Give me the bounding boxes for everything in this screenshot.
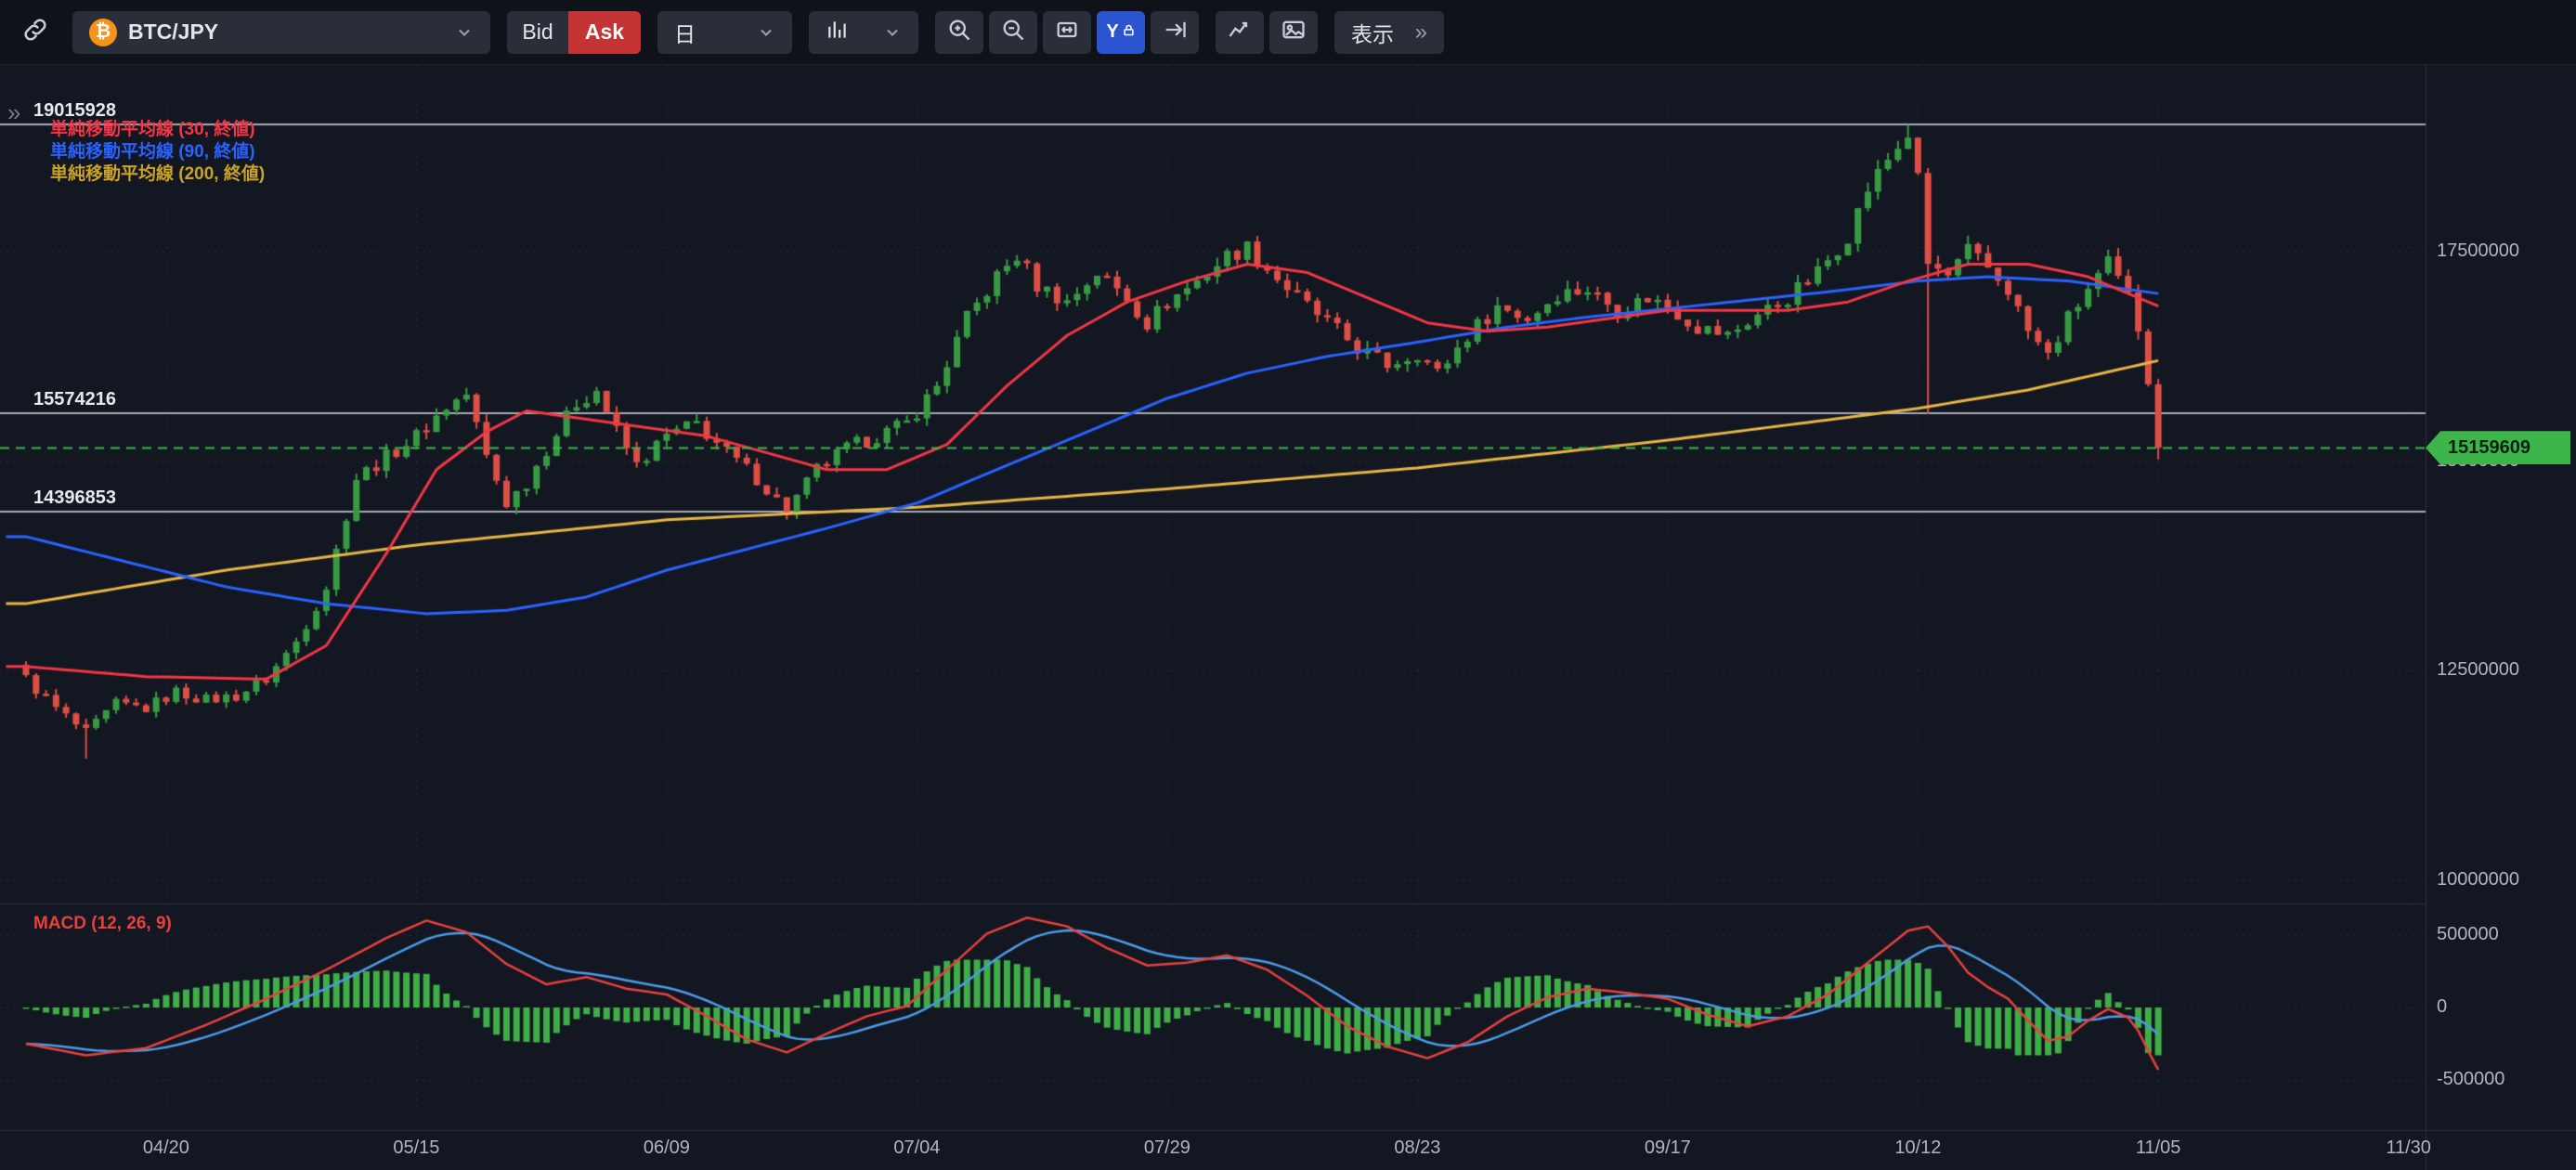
- snapshot-button[interactable]: [1269, 11, 1318, 54]
- time-tick-label: 09/17: [1626, 1138, 1710, 1159]
- time-tick-label: 07/04: [875, 1138, 958, 1159]
- time-tick-label: 05/15: [374, 1138, 458, 1159]
- time-tick-label: 11/05: [2116, 1138, 2200, 1159]
- candlestick-bars-icon: [826, 18, 850, 47]
- fit-width-icon: [1054, 17, 1080, 47]
- zoom-out-icon: [1000, 17, 1026, 47]
- price-tick-label: 17500000: [2437, 240, 2519, 262]
- macd-tick-label: 500000: [2437, 924, 2499, 945]
- zoom-in-button[interactable]: [935, 11, 983, 54]
- double-chevron-icon: »: [1415, 21, 1427, 44]
- current-price-tag: 15159609: [2426, 431, 2570, 464]
- price-level-label: 15574216: [33, 389, 116, 410]
- bid-button[interactable]: Bid: [507, 11, 568, 54]
- snapshot-icon: [1281, 17, 1307, 47]
- zoom-in-icon: [946, 17, 972, 47]
- indicator-legend: 単純移動平均線 (30, 終値) 単純移動平均線 (90, 終値) 単純移動平均…: [50, 119, 265, 186]
- link-icon: [21, 16, 49, 48]
- chart-type-dropdown[interactable]: [809, 11, 918, 54]
- legend-sma200: 単純移動平均線 (200, 終値): [50, 163, 265, 186]
- chevron-down-icon: [757, 23, 775, 42]
- chart-tools: [1216, 11, 1318, 54]
- display-label: 表示: [1351, 17, 1394, 48]
- fit-chart-button[interactable]: [1043, 11, 1091, 54]
- timeframe-dropdown[interactable]: 日: [657, 11, 792, 54]
- go-to-latest-button[interactable]: [1151, 11, 1199, 54]
- chevron-down-icon: [883, 23, 902, 42]
- macd-tick-label: 0: [2437, 996, 2447, 1018]
- bitcoin-icon: ₿: [89, 19, 117, 46]
- toolbar: ₿ BTC/JPY Bid Ask 日: [0, 0, 2576, 65]
- arrow-to-end-icon: [1162, 17, 1188, 47]
- y-axis-glyph: Y: [1106, 21, 1118, 43]
- chart-canvas[interactable]: [0, 0, 2576, 1170]
- timeframe-label: 日: [674, 17, 696, 48]
- legend-sma30: 単純移動平均線 (30, 終値): [50, 119, 265, 141]
- y-axis-lock-button[interactable]: Y: [1097, 11, 1145, 54]
- time-tick-label: 10/12: [1876, 1138, 1959, 1159]
- time-tick-label: 07/29: [1125, 1138, 1209, 1159]
- display-dropdown[interactable]: 表示 »: [1334, 11, 1444, 54]
- bid-ask-toggle: Bid Ask: [507, 11, 641, 54]
- link-button[interactable]: [15, 11, 56, 54]
- macd-legend: MACD (12, 26, 9): [33, 914, 172, 934]
- time-tick-label: 04/20: [124, 1138, 208, 1159]
- trading-app: { "toolbar": { "symbol": {"label": "BTC/…: [0, 0, 2576, 1170]
- price-level-label: 19015928: [33, 100, 116, 122]
- zoom-out-button[interactable]: [989, 11, 1037, 54]
- ask-button[interactable]: Ask: [568, 11, 641, 54]
- zoom-controls: Y: [935, 11, 1199, 54]
- price-axis[interactable]: 175000001500000012500000100000005000000-…: [2426, 0, 2576, 1170]
- price-tick-label: 12500000: [2437, 659, 2519, 681]
- time-axis[interactable]: 04/20 05/15 06/09 07/04 07/29 08/23 09/17 10/12…: [0, 1130, 2426, 1170]
- time-tick-label: 11/30: [2367, 1138, 2451, 1159]
- line-chart-icon: [1227, 17, 1253, 47]
- indicator-button[interactable]: [1216, 11, 1264, 54]
- lock-icon: [1122, 21, 1136, 43]
- panel-expander[interactable]: »: [7, 100, 20, 124]
- legend-sma90: 単純移動平均線 (90, 終値): [50, 141, 265, 163]
- price-tick-label: 10000000: [2437, 869, 2519, 890]
- chevron-down-icon: [455, 23, 474, 42]
- time-tick-label: 06/09: [625, 1138, 709, 1159]
- macd-tick-label: -500000: [2437, 1069, 2504, 1090]
- time-tick-label: 08/23: [1375, 1138, 1459, 1159]
- symbol-label: BTC/JPY: [128, 20, 218, 45]
- price-level-label: 14396853: [33, 488, 116, 509]
- symbol-dropdown[interactable]: ₿ BTC/JPY: [72, 11, 490, 54]
